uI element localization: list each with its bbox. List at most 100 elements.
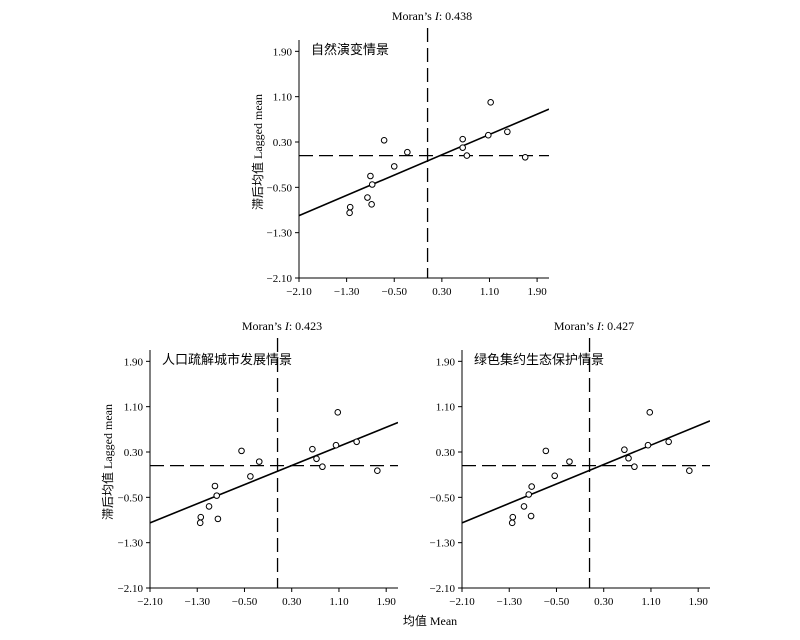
y-tick-label: −1.30	[430, 538, 456, 550]
data-point	[353, 438, 360, 446]
x-tick-label: 1.90	[377, 596, 397, 608]
data-point	[686, 467, 693, 475]
data-point	[196, 519, 204, 527]
x-tick-label: 1.10	[329, 596, 349, 608]
data-point	[566, 458, 573, 465]
data-point	[214, 515, 222, 523]
x-tick-label: −0.50	[232, 596, 258, 608]
x-tick-label: −2.10	[286, 286, 312, 298]
data-point	[309, 445, 316, 453]
x-tick-label: 1.90	[689, 596, 709, 608]
data-point	[551, 472, 559, 480]
data-point	[404, 148, 411, 156]
data-point	[665, 438, 672, 446]
x-tick-label: 0.30	[282, 596, 302, 608]
data-point	[390, 163, 398, 170]
y-tick-label: −2.10	[118, 583, 144, 595]
data-point	[459, 135, 466, 143]
y-tick-label: 1.90	[436, 356, 456, 368]
regression-line	[150, 421, 398, 524]
data-point	[504, 128, 511, 136]
x-tick-label: 1.10	[641, 596, 661, 608]
x-tick-label: 1.10	[480, 286, 500, 298]
regression-line	[299, 108, 549, 217]
x-tick-label: 1.90	[527, 286, 547, 298]
x-tick-label: −2.10	[449, 596, 475, 608]
scenario-label: 绿色集约生态保护情景	[474, 352, 604, 367]
y-tick-label: 1.90	[273, 46, 293, 58]
y-tick-label: 0.30	[124, 447, 144, 459]
data-point	[644, 441, 652, 449]
x-tick-label: 0.30	[432, 286, 452, 298]
data-point	[313, 455, 320, 463]
x-tick-label: 0.30	[594, 596, 614, 608]
top-y-axis-title: 滞后均值 Lagged mean	[250, 94, 265, 210]
y-tick-label: −0.50	[430, 492, 456, 504]
data-point	[520, 503, 528, 510]
data-point	[319, 463, 326, 471]
data-point	[367, 172, 374, 180]
regression-line	[462, 420, 710, 524]
x-tick-label: −1.30	[334, 286, 360, 298]
y-tick-label: −1.30	[267, 228, 293, 240]
data-point	[509, 513, 517, 521]
figure-x-axis-title: 均值 Mean	[403, 613, 457, 628]
y-tick-label: 1.10	[124, 402, 144, 414]
data-point	[211, 482, 219, 490]
data-point	[238, 447, 245, 455]
data-point	[247, 473, 254, 480]
data-point	[368, 181, 376, 188]
data-point	[521, 154, 529, 161]
data-point	[346, 209, 353, 217]
data-point	[621, 446, 628, 454]
y-tick-label: −1.30	[118, 538, 144, 550]
y-tick-label: −2.10	[267, 273, 293, 285]
scenario-label: 人口疏解城市发展情景	[162, 352, 292, 367]
panel-title: Moran’s I: 0.427	[554, 319, 634, 333]
data-point	[459, 144, 466, 151]
data-point	[364, 194, 371, 201]
data-point	[646, 409, 654, 416]
y-tick-label: −0.50	[118, 492, 144, 504]
data-point	[528, 483, 535, 490]
data-point	[484, 131, 492, 139]
data-point	[213, 492, 221, 499]
panel-title: Moran’s I: 0.438	[392, 9, 472, 23]
data-point	[463, 152, 471, 159]
scenario-label: 自然演变情景	[311, 42, 389, 57]
y-tick-label: 1.10	[273, 92, 293, 104]
y-tick-label: −2.10	[430, 583, 456, 595]
data-point	[625, 454, 632, 462]
y-tick-label: 1.90	[124, 356, 144, 368]
data-point	[205, 503, 213, 510]
data-point	[334, 409, 342, 416]
data-point	[525, 491, 533, 498]
data-point	[197, 513, 205, 521]
x-tick-label: −0.50	[544, 596, 570, 608]
data-point	[374, 467, 381, 475]
data-point	[487, 99, 494, 106]
x-tick-label: −0.50	[382, 286, 408, 298]
data-point	[380, 137, 388, 144]
x-tick-label: −1.30	[497, 596, 523, 608]
data-point	[542, 447, 550, 455]
data-point	[368, 201, 375, 208]
y-tick-label: 0.30	[273, 137, 293, 149]
y-tick-label: −0.50	[267, 182, 293, 194]
y-tick-label: 1.10	[436, 402, 456, 414]
moran-panel-2: 1.90 1.10 0.30 −0.50 −1.30 −2.10−2.10 −1.30 −0.…	[118, 319, 398, 608]
bottom-y-axis-title: 滞后均值 Lagged mean	[100, 404, 115, 520]
x-tick-label: −1.30	[185, 596, 211, 608]
panel-title: Moran’s I: 0.423	[242, 319, 322, 333]
moran-panel-1: 1.90 1.10 0.30 −0.50 −1.30 −2.10−2.10 −1.30 −0.…	[267, 9, 549, 298]
data-point	[631, 463, 638, 471]
y-tick-label: 0.30	[436, 447, 456, 459]
x-tick-label: −2.10	[137, 596, 163, 608]
data-point	[255, 458, 263, 465]
data-point	[346, 203, 354, 211]
data-point	[332, 441, 340, 449]
moran-panel-3: 1.90 1.10 0.30 −0.50 −1.30 −2.10−2.10 −1.30 −0.…	[430, 319, 710, 608]
data-point	[508, 519, 516, 527]
data-point	[527, 512, 535, 520]
